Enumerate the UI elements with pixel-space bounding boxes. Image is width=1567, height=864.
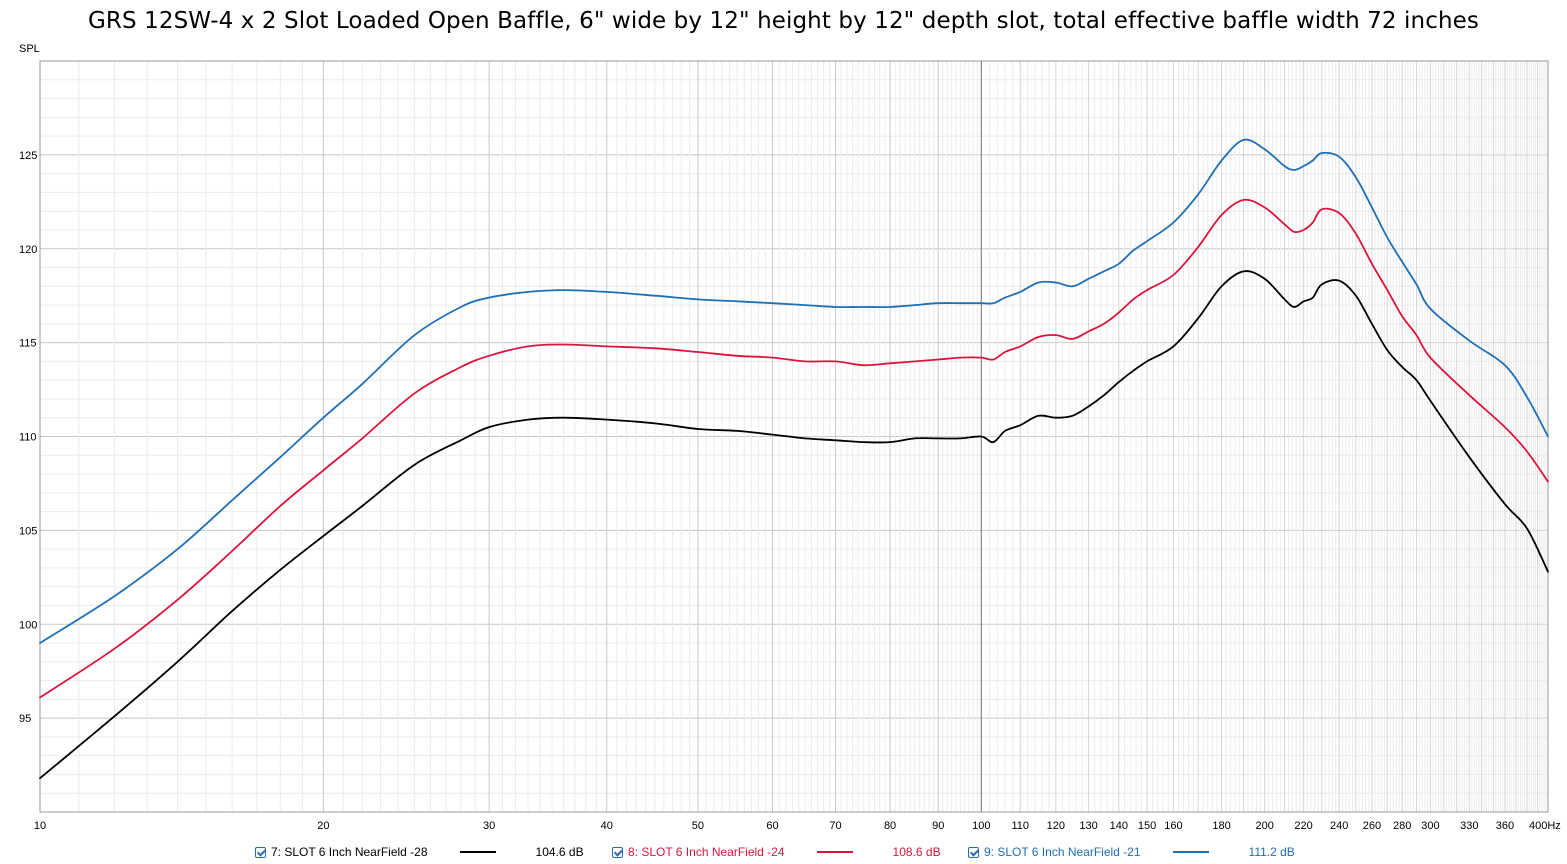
- legend-label: 8: SLOT 6 Inch NearField -24: [628, 845, 785, 859]
- x-tick-label: 110: [1011, 820, 1029, 832]
- series-line-8: [39, 198, 1549, 699]
- x-tick-label: 140: [1110, 820, 1128, 832]
- x-tick-label: 60: [766, 820, 778, 832]
- series-line-9: [39, 138, 1549, 644]
- checkbox-icon[interactable]: [968, 846, 979, 858]
- y-tick-label: 115: [19, 338, 37, 350]
- x-tick-label: 120: [1047, 820, 1065, 832]
- chart-title: GRS 12SW-4 x 2 Slot Loaded Open Baffle, …: [88, 8, 1479, 34]
- legend-label: 9: SLOT 6 Inch NearField -21: [984, 845, 1141, 859]
- legend-swatch: [459, 851, 496, 853]
- checkbox-icon[interactable]: [612, 846, 623, 858]
- x-tick-label: 30: [483, 820, 495, 832]
- y-axis-label: SPL: [19, 43, 40, 55]
- y-tick-label: 120: [19, 244, 37, 256]
- x-tick-label: 400Hz: [1529, 820, 1561, 832]
- y-tick-label: 125: [19, 150, 37, 162]
- y-tick-label: 100: [19, 619, 37, 631]
- legend-item-series-9[interactable]: 9: SLOT 6 Inch NearField -21 111.2 dB: [968, 843, 1295, 861]
- legend-item-series-8[interactable]: 8: SLOT 6 Inch NearField -24 108.6 dB: [612, 843, 941, 861]
- legend-label: 7: SLOT 6 Inch NearField -28: [271, 845, 428, 859]
- x-tick-label: 90: [932, 820, 944, 832]
- x-tick-label: 10: [34, 820, 46, 832]
- legend-swatch: [816, 851, 853, 853]
- checkbox-icon[interactable]: [255, 846, 266, 858]
- series-lines: [39, 138, 1549, 780]
- legend-value: 104.6 dB: [535, 845, 584, 859]
- x-tick-label: 300: [1421, 820, 1439, 832]
- x-tick-label: 220: [1294, 820, 1312, 832]
- x-tick-label: 280: [1393, 820, 1411, 832]
- y-tick-label: 110: [19, 432, 37, 444]
- axis-ticks: 95 100 105 110 115 120 125 10 20 30 40 50 60 70 80 90 10…: [19, 150, 1561, 832]
- x-tick-label: 70: [829, 820, 841, 832]
- x-tick-label: 240: [1330, 820, 1348, 832]
- x-tick-label: 100: [972, 820, 990, 832]
- legend-item-series-7[interactable]: 7: SLOT 6 Inch NearField -28 104.6 dB: [255, 843, 584, 861]
- legend-value: 108.6 dB: [892, 845, 941, 859]
- x-tick-label: 150: [1138, 820, 1156, 832]
- x-tick-label: 20: [317, 820, 329, 832]
- x-tick-label: 50: [692, 820, 704, 832]
- legend-swatch: [1172, 851, 1209, 853]
- y-tick-label: 105: [19, 525, 37, 537]
- legend-value: 111.2 dB: [1248, 845, 1295, 859]
- grid: [40, 61, 1548, 812]
- x-tick-label: 160: [1164, 820, 1182, 832]
- x-tick-label: 200: [1255, 820, 1273, 832]
- x-tick-label: 260: [1363, 820, 1381, 832]
- series-line-7: [39, 270, 1549, 780]
- x-tick-label: 40: [601, 820, 613, 832]
- y-tick-label: 95: [19, 713, 31, 725]
- x-tick-label: 330: [1460, 820, 1478, 832]
- x-tick-label: 360: [1496, 820, 1514, 832]
- x-tick-label: 130: [1079, 820, 1097, 832]
- x-tick-label: 180: [1212, 820, 1230, 832]
- x-tick-label: 80: [884, 820, 896, 832]
